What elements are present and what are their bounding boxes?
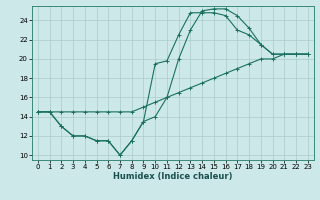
X-axis label: Humidex (Indice chaleur): Humidex (Indice chaleur) [113, 172, 233, 181]
